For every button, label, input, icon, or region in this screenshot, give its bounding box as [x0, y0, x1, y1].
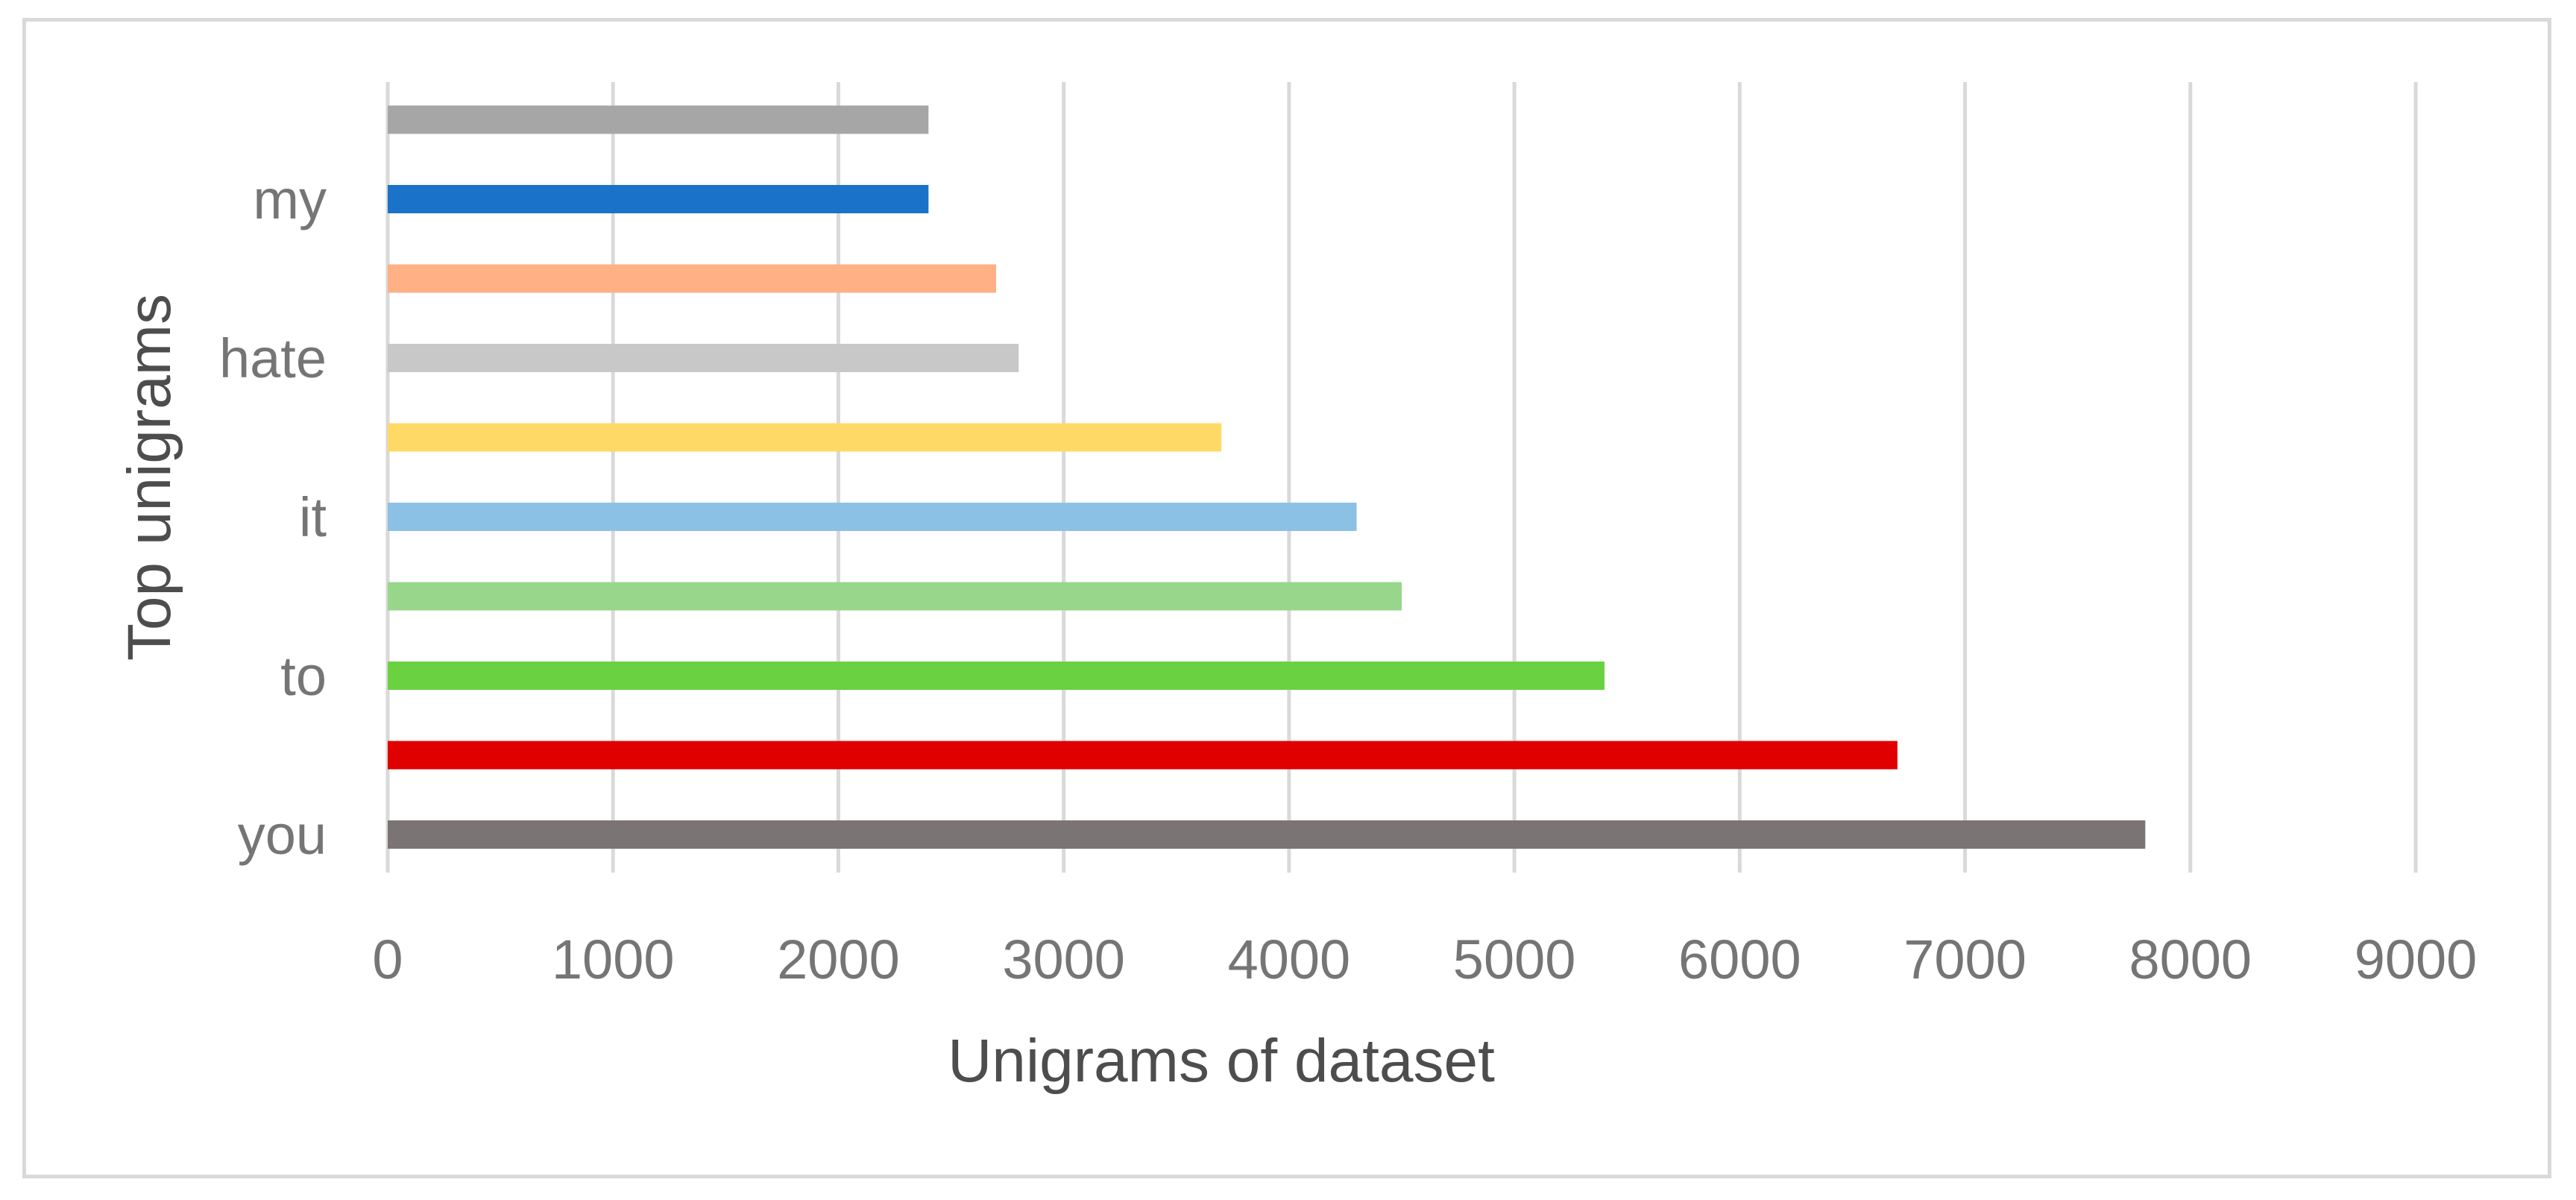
bar	[388, 820, 2146, 849]
category-label: to	[280, 645, 327, 707]
category-labels: you to it hate my	[219, 169, 327, 866]
x-tick-label: 3000	[1002, 929, 1125, 990]
bar	[388, 344, 1019, 372]
bars	[388, 105, 2146, 849]
x-tick-label: 0	[372, 929, 403, 990]
x-tick-label: 2000	[777, 929, 900, 990]
bar	[388, 582, 1402, 611]
category-label: it	[299, 486, 327, 548]
bar	[388, 105, 929, 134]
bar	[388, 185, 929, 213]
category-label: hate	[219, 327, 327, 389]
x-tick-label: 4000	[1228, 929, 1351, 990]
bar	[388, 662, 1605, 690]
bar	[388, 423, 1222, 452]
x-tick-label: 9000	[2355, 929, 2478, 990]
x-tick-label: 5000	[1453, 929, 1576, 990]
category-label: my	[253, 169, 327, 230]
bar	[388, 264, 996, 293]
x-tick-label: 6000	[1678, 929, 1801, 990]
gridlines	[385, 82, 2418, 873]
x-tick-label: 1000	[552, 929, 675, 990]
x-tick-label: 7000	[1903, 929, 2027, 990]
category-label: you	[238, 804, 327, 866]
x-axis-title: Unigrams of dataset	[948, 1027, 1495, 1095]
bar	[388, 503, 1357, 531]
x-tick-label: 8000	[2129, 929, 2252, 990]
bar	[388, 741, 1898, 770]
y-axis-title: Top unigrams	[116, 294, 183, 661]
x-tick-labels: 0 1000 2000 3000 4000 5000 6000 7000 8000 9000	[372, 929, 2477, 990]
